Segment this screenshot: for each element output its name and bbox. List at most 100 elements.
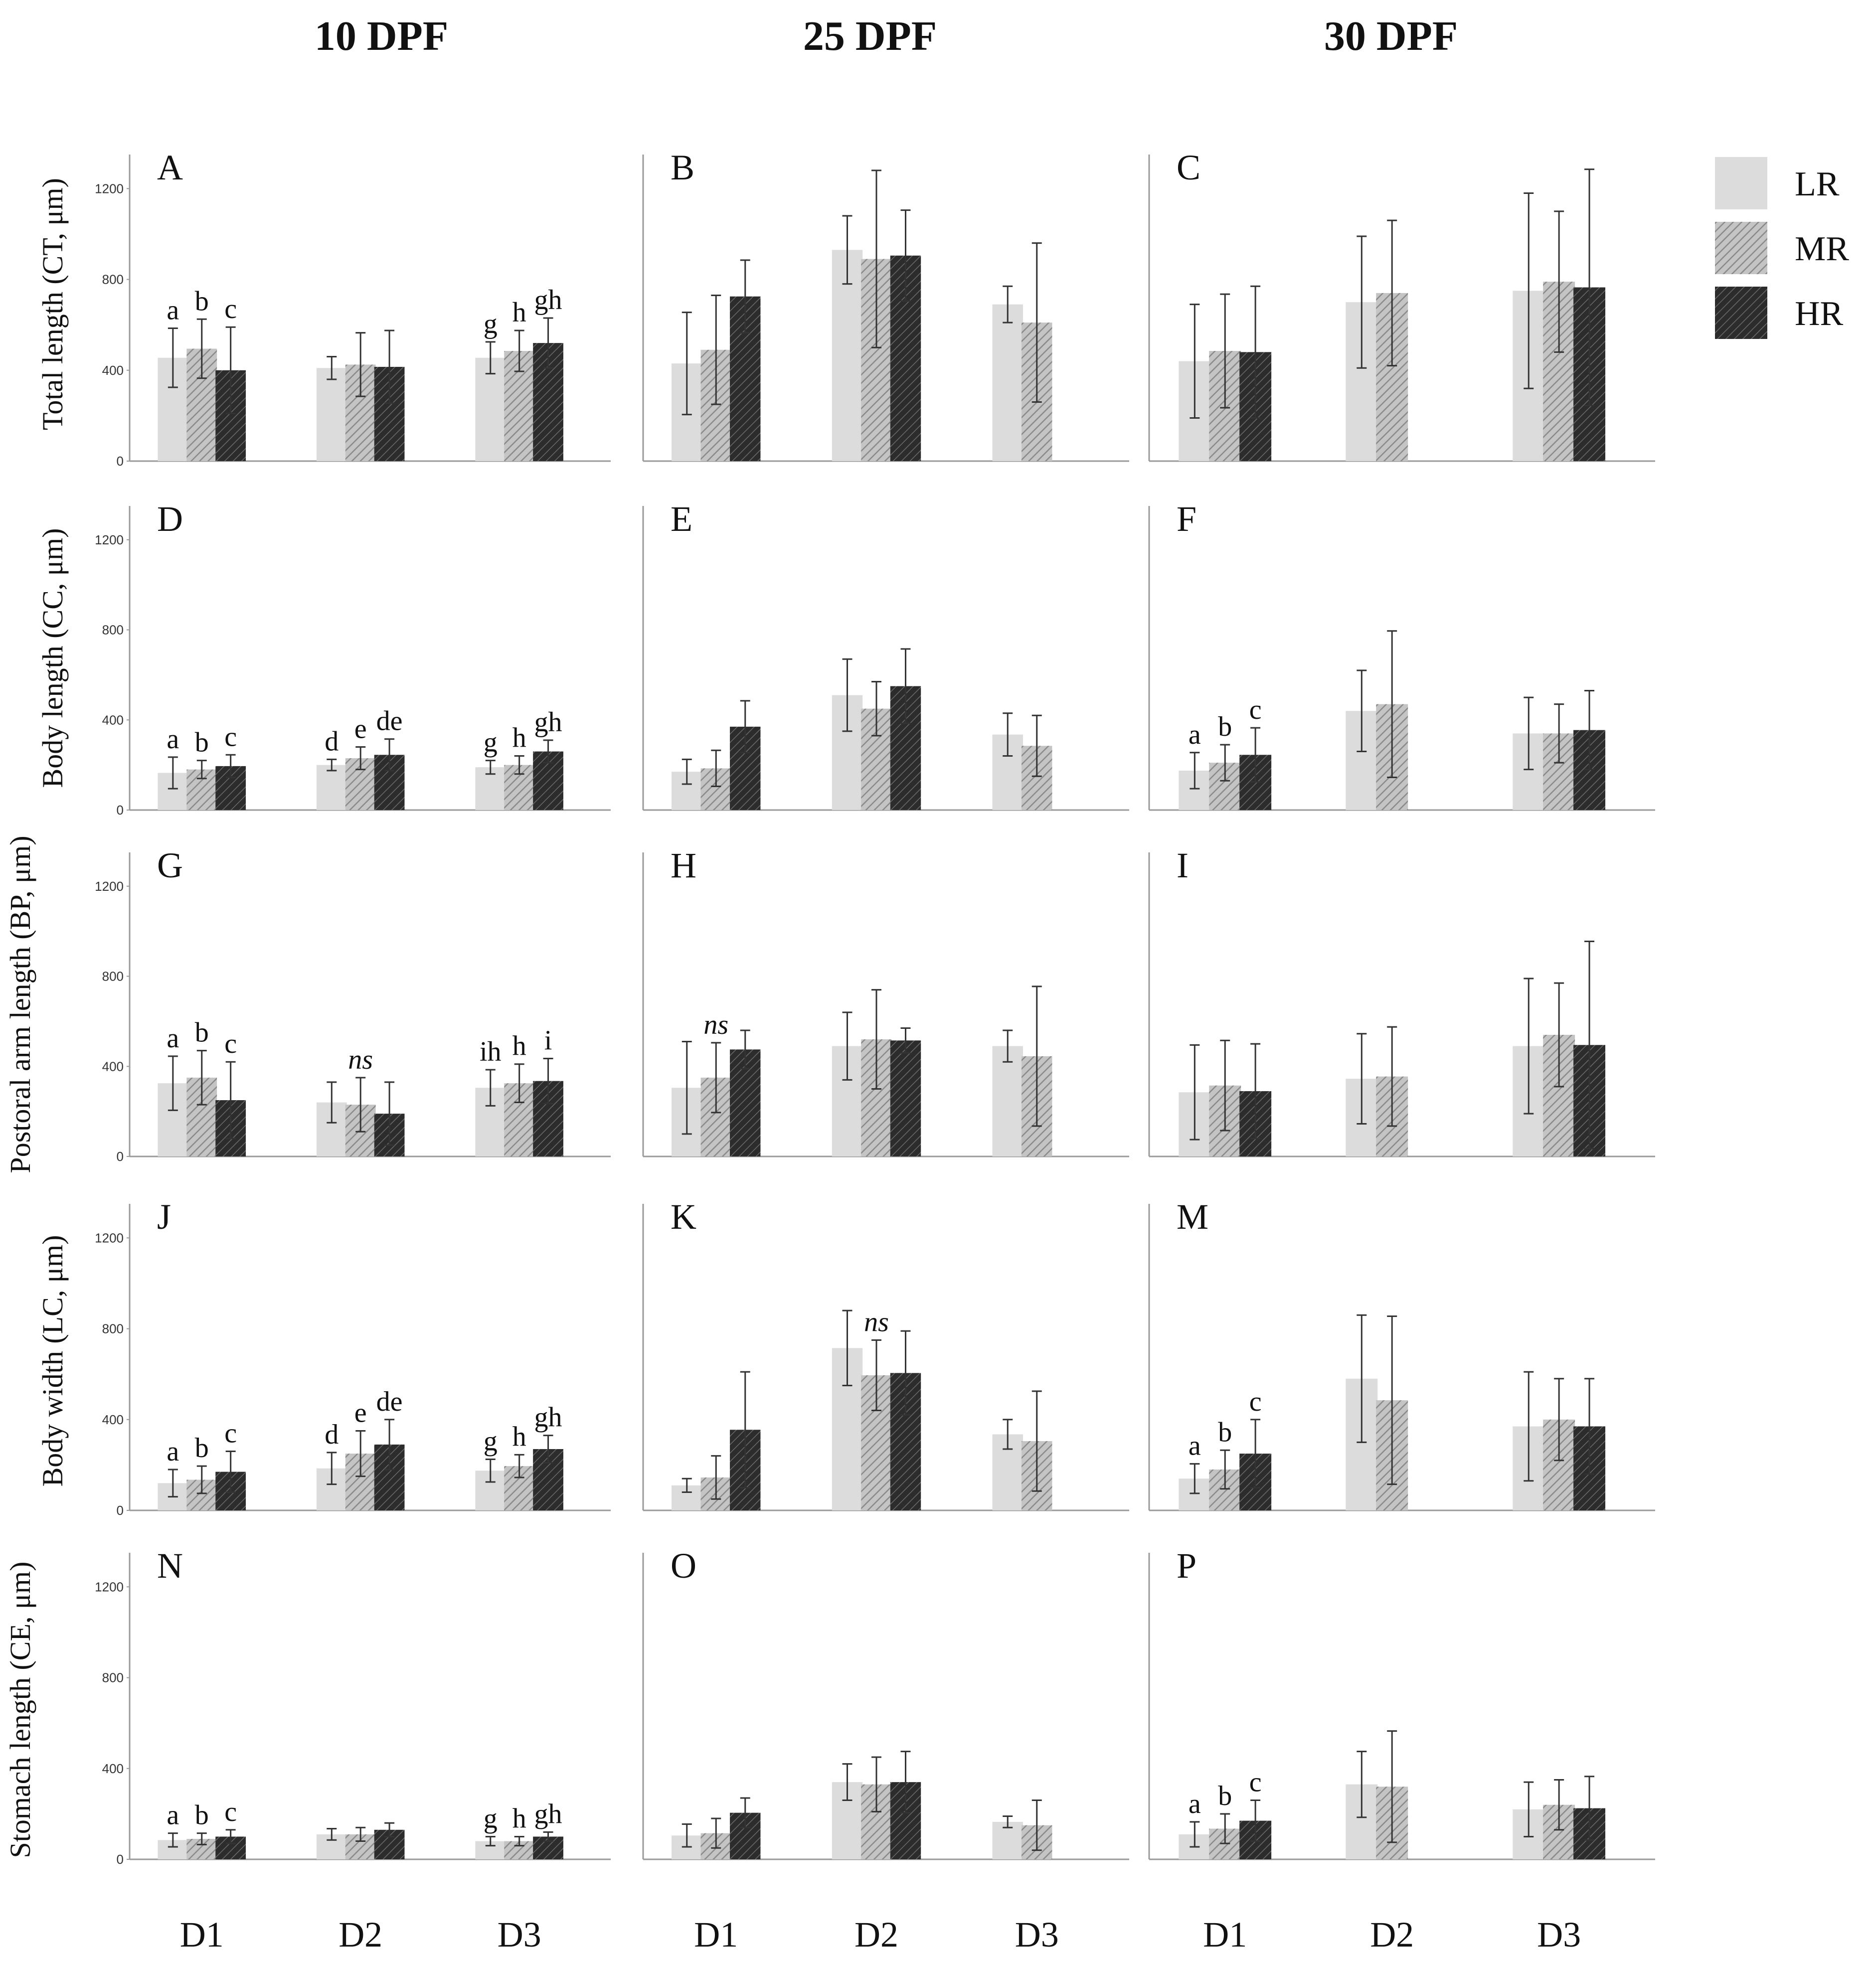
- ylabel-row-1: Total length (CT, μm): [36, 178, 69, 430]
- panel-j-y-tick-400: 400: [102, 1412, 124, 1427]
- panel-i-letter: I: [1177, 845, 1189, 885]
- panel-d-sig-lr-d2: d: [325, 726, 339, 757]
- panel-f-sig-lr-d1: a: [1189, 719, 1201, 750]
- panel-c: C: [1148, 148, 1655, 462]
- panel-n-y-tick-800: 800: [102, 1670, 124, 1685]
- panel-g-letter: G: [157, 845, 183, 885]
- panel-j-sig-mr-d1: b: [195, 1433, 209, 1464]
- panel-g-sig-lr-d1: a: [167, 1023, 179, 1054]
- column-title-30dpf: 30 DPF: [1324, 13, 1458, 59]
- panel-d-y-tick-0: 0: [117, 803, 124, 818]
- panel-b-bar-lr-d2: [832, 250, 863, 461]
- x-tick-30dpf-d2: D2: [1370, 1915, 1414, 1955]
- panel-d-sig-lr-d3: g: [484, 727, 498, 758]
- legend-label-lr: LR: [1795, 165, 1840, 203]
- ylabel-row-3-text: Postoral arm length (BP, μm): [4, 835, 36, 1173]
- panel-g: 0 400 800 1200 Ga ih b ns h c i: [95, 845, 611, 1164]
- panel-a-bar-lr-d3: [475, 357, 506, 461]
- panel-g-y-tick-400: 400: [102, 1059, 124, 1074]
- panel-c-letter: C: [1177, 148, 1200, 187]
- panel-p-sig-lr-d1: a: [1189, 1789, 1201, 1819]
- panel-b-letter: B: [671, 148, 694, 187]
- panel-h: Hns: [642, 845, 1129, 1157]
- ylabel-row-2: Body length (CC, μm): [36, 528, 69, 788]
- panel-j-sig-lr-d1: a: [167, 1436, 179, 1467]
- panel-d-y-tick-800: 800: [102, 623, 124, 638]
- panel-a-y-tick-0: 0: [117, 454, 124, 469]
- legend: LR MR HR: [1715, 157, 1849, 339]
- panel-j-sig-hr-d2: de: [376, 1386, 403, 1417]
- panel-n: 0 400 800 1200 Na g b h c gh: [95, 1546, 611, 1867]
- ylabel-row-4: Body width (LC, μm): [36, 1235, 69, 1487]
- panel-g-sig-mr-d1: b: [195, 1017, 209, 1048]
- x-tick-30dpf-d1: D1: [1203, 1915, 1247, 1955]
- panel-d-sig-hr-d3: gh: [534, 707, 562, 738]
- panel-m-sig-hr-d1: c: [1249, 1386, 1262, 1417]
- panel-n-y-tick-0: 0: [117, 1852, 124, 1867]
- x-tick-labels: D1 D2 D3 D1 D2 D3 D1 D2 D3: [180, 1915, 1581, 1955]
- panel-n-sig-mr-d3: h: [512, 1803, 526, 1834]
- panel-i: I: [1148, 845, 1655, 1157]
- panel-j-y-tick-0: 0: [117, 1503, 124, 1518]
- panel-d-sig-mr-d2: e: [354, 713, 367, 744]
- panel-o: O: [642, 1546, 1129, 1860]
- panel-j-sig-mr-d2: e: [354, 1398, 367, 1429]
- legend-swatch-lr: [1715, 157, 1767, 209]
- panel-n-y-tick-1200: 1200: [95, 1579, 124, 1594]
- panel-a-sig-mr-d3: h: [512, 297, 526, 328]
- panel-p-letter: P: [1177, 1546, 1196, 1586]
- panel-k-letter: K: [671, 1197, 696, 1237]
- panel-m-sig-mr-d1: b: [1218, 1417, 1232, 1448]
- panel-j: 0 400 800 1200 Ja d g b e h c de gh: [95, 1197, 611, 1518]
- panel-n-y-tick-400: 400: [102, 1761, 124, 1776]
- panel-g-y-tick-0: 0: [117, 1149, 124, 1164]
- panel-j-sig-hr-d1: c: [224, 1418, 237, 1449]
- panel-k: Kns: [642, 1197, 1129, 1511]
- panel-j-sig-mr-d3: h: [512, 1421, 526, 1452]
- column-title-25dpf: 25 DPF: [803, 13, 937, 59]
- panel-d: 0 400 800 1200 Da d g b e h c de gh: [95, 499, 611, 818]
- panel-a-letter: A: [157, 148, 183, 187]
- panel-d-bar-lr-d2: [316, 765, 347, 810]
- panel-o-letter: O: [671, 1546, 696, 1586]
- ylabel-row-5: Stomach length (CE, μm): [4, 1562, 36, 1858]
- panel-n-sig-lr-d3: g: [484, 1803, 498, 1834]
- panel-g-sig-lr-d3: ih: [480, 1036, 502, 1067]
- panel-a-sig-mr-d1: b: [195, 286, 209, 317]
- column-title-10dpf: 10 DPF: [315, 13, 448, 59]
- x-tick-25dpf-d2: D2: [854, 1915, 898, 1955]
- panel-e-letter: E: [671, 499, 692, 539]
- panel-a-sig-lr-d3: g: [484, 309, 498, 339]
- panel-g-y-tick-800: 800: [102, 969, 124, 984]
- panel-m-sig-lr-d1: a: [1189, 1431, 1201, 1462]
- panel-n-sig-hr-d1: c: [224, 1797, 237, 1827]
- panel-d-sig-mr-d3: h: [512, 723, 526, 754]
- panel-j-sig-lr-d3: g: [484, 1426, 498, 1457]
- panel-p-sig-hr-d1: c: [1249, 1767, 1262, 1798]
- panel-j-y-tick-1200: 1200: [95, 1230, 124, 1245]
- panel-d-sig-mr-d1: b: [195, 727, 209, 758]
- panel-h-letter: H: [671, 845, 696, 885]
- panel-d-sig-lr-d1: a: [167, 724, 179, 755]
- panel-a-sig-hr-d3: gh: [534, 285, 562, 316]
- panel-a-sig-lr-d1: a: [167, 295, 179, 326]
- panel-j-sig-hr-d3: gh: [534, 1402, 562, 1433]
- x-tick-10dpf-d2: D2: [339, 1915, 382, 1955]
- x-tick-25dpf-d3: D3: [1015, 1915, 1059, 1955]
- panel-g-sig-hr-d1: c: [224, 1028, 237, 1059]
- panel-g-sig-mr-d2: ns: [348, 1044, 373, 1075]
- panel-a-y-tick-1200: 1200: [95, 181, 124, 196]
- panel-f-sig-mr-d1: b: [1218, 711, 1232, 742]
- x-tick-25dpf-d1: D1: [694, 1915, 738, 1955]
- panel-h-sig-mr-d1: ns: [703, 1009, 728, 1040]
- panel-f-sig-hr-d1: c: [1249, 694, 1262, 725]
- legend-swatch-hr: [1715, 287, 1767, 339]
- panel-n-sig-mr-d1: b: [195, 1800, 209, 1831]
- panel-e: E: [642, 499, 1129, 811]
- panel-a: 0 400 800 1200 Aa g b h c gh: [95, 148, 611, 469]
- panel-p-sig-mr-d1: b: [1218, 1781, 1232, 1811]
- panel-a-y-tick-800: 800: [102, 272, 124, 287]
- panel-n-letter: N: [157, 1546, 183, 1586]
